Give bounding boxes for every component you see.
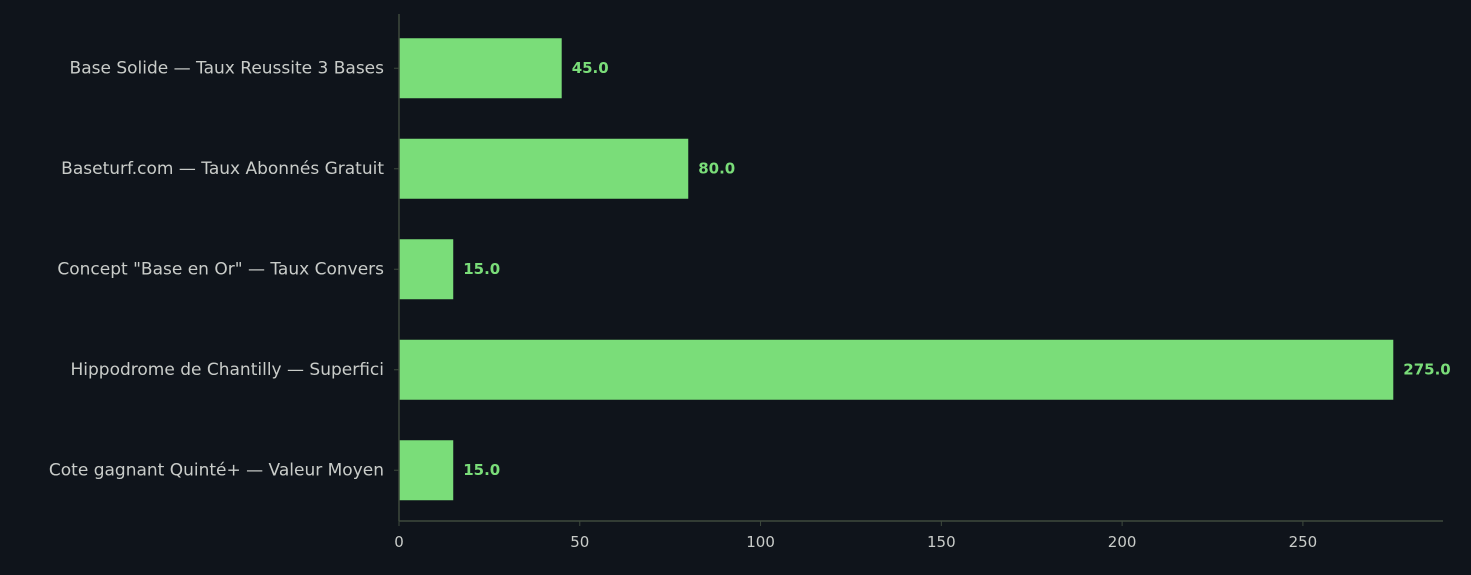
category-label: Hippodrome de Chantilly — Superfici [71, 360, 385, 380]
category-label: Cote gagnant Quinté+ — Valeur Moyen [49, 460, 384, 480]
value-label: 80.0 [698, 159, 735, 177]
category-label: Concept "Base en Or" — Taux Convers [57, 259, 384, 279]
x-tick-label: 250 [1289, 533, 1318, 551]
bar [399, 339, 1394, 400]
x-tick-label: 200 [1108, 533, 1137, 551]
value-label: 45.0 [572, 59, 609, 77]
x-tick-label: 0 [394, 533, 404, 551]
category-label: Baseturf.com — Taux Abonnés Gratuit [61, 159, 384, 179]
bar [399, 440, 454, 501]
bar [399, 38, 562, 99]
value-label: 15.0 [463, 260, 500, 278]
x-tick-label: 150 [927, 533, 956, 551]
bar [399, 138, 689, 199]
value-label: 15.0 [463, 461, 500, 479]
x-tick-label: 100 [746, 533, 775, 551]
category-label: Base Solide — Taux Reussite 3 Bases [70, 58, 385, 78]
x-tick-label: 50 [570, 533, 589, 551]
bar [399, 239, 454, 300]
value-label: 275.0 [1403, 360, 1450, 378]
